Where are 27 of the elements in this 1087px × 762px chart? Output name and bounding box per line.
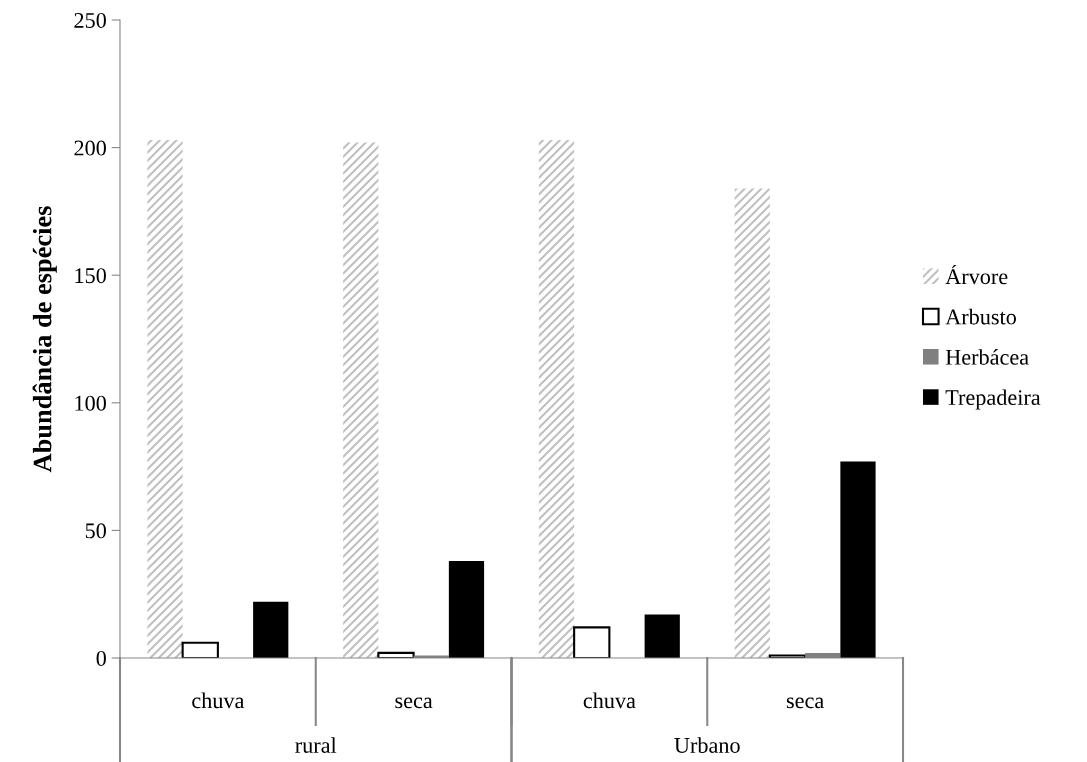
- y-tick-label: 200: [74, 140, 106, 156]
- bar: [644, 614, 680, 658]
- text: Urbano: [674, 737, 740, 753]
- legend-label: Arbusto: [945, 308, 1016, 325]
- bar: [181, 641, 219, 658]
- legend-label: Herbácea: [945, 349, 1029, 365]
- x-tick-label: seca: [395, 697, 433, 709]
- bar: [538, 139, 575, 658]
- bar: [147, 139, 183, 658]
- bar: [734, 188, 770, 658]
- bar: [343, 142, 379, 658]
- y-tick-label: 150: [75, 268, 106, 284]
- x-tick-label: chuva: [583, 692, 636, 709]
- bar: [448, 561, 485, 658]
- bar: [253, 601, 289, 658]
- y-axis-title: Abundância de espécies: [32, 206, 57, 473]
- y-tick-label: 0: [96, 650, 106, 666]
- text: rural: [295, 737, 337, 753]
- bar: [840, 461, 876, 658]
- y-tick-label: 250: [74, 12, 106, 28]
- legend-label: Árvore: [945, 264, 1008, 285]
- y-tick-label: 50: [85, 523, 106, 539]
- legend-label: Trepadeira: [945, 389, 1041, 410]
- x-tick-label: seca: [786, 697, 824, 709]
- y-tick-label: 100: [75, 395, 106, 411]
- x-tick-label: chuva: [192, 692, 245, 709]
- bar: [573, 626, 611, 658]
